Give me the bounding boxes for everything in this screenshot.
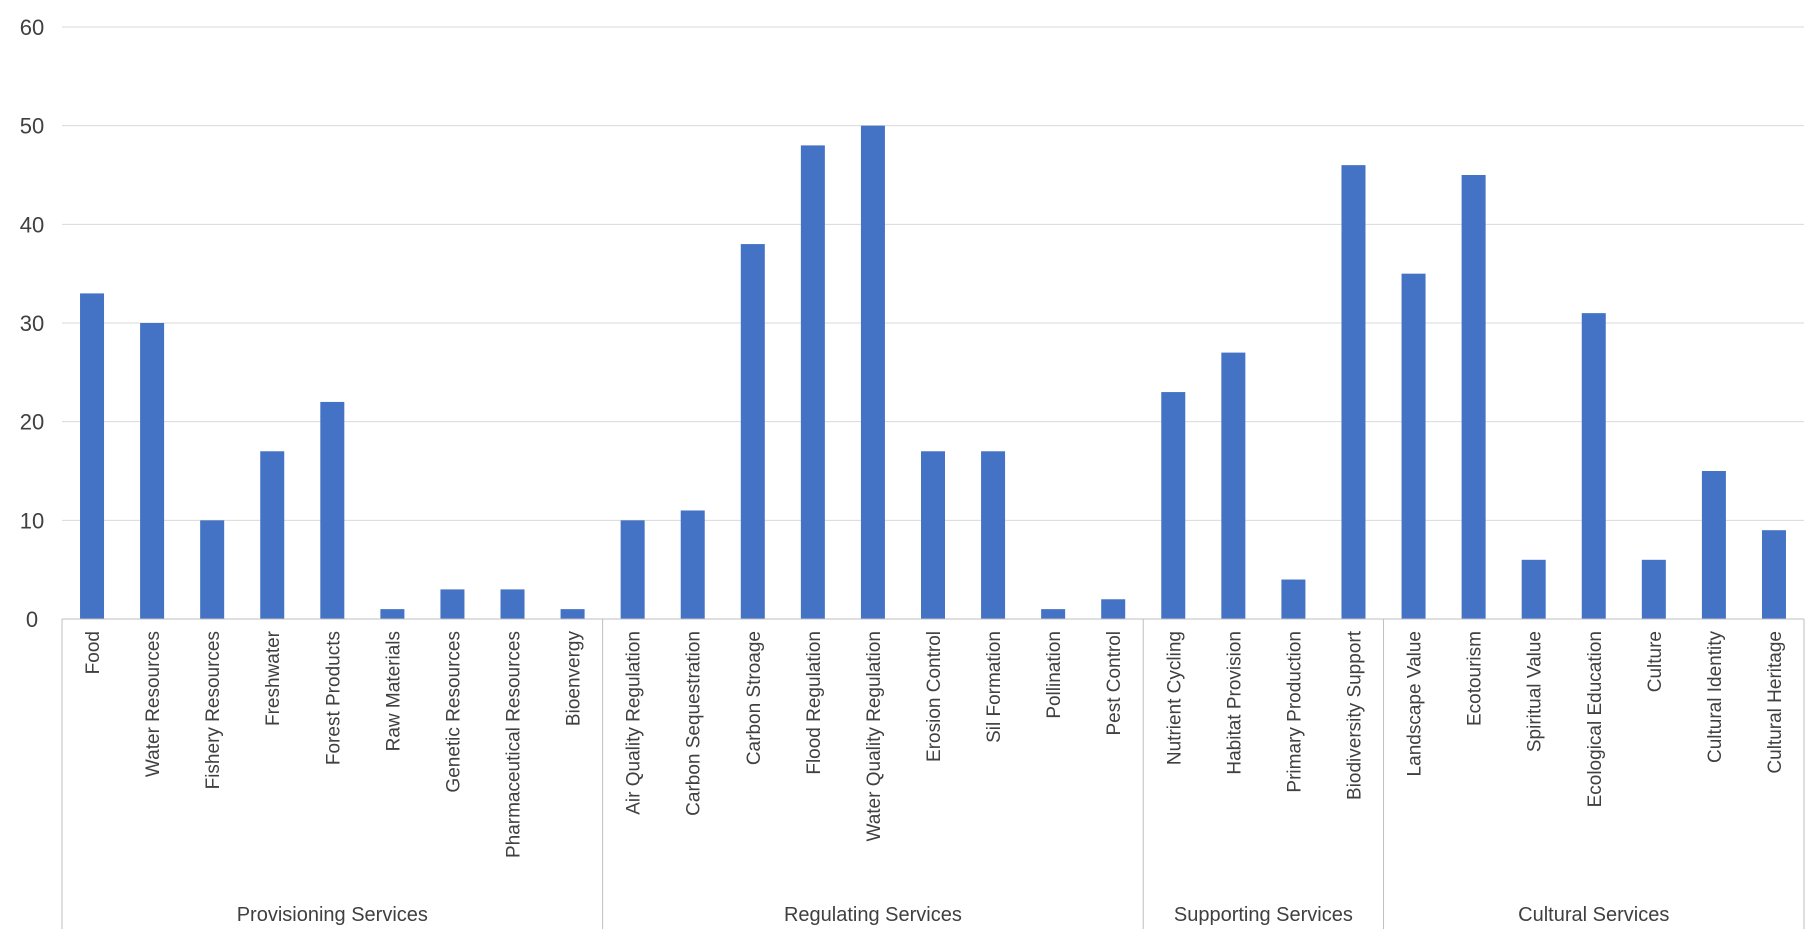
bar: [380, 609, 405, 619]
bar: [1761, 530, 1786, 619]
category-label: Nutrient Cycling: [1164, 631, 1185, 765]
bar: [1221, 352, 1246, 619]
bar: [680, 510, 705, 619]
bar: [140, 323, 165, 619]
category-label: Fishery Resources: [203, 631, 224, 789]
bar: [1521, 559, 1546, 619]
bar: [80, 293, 105, 619]
bar: [500, 589, 525, 619]
category-label: Forest Products: [323, 631, 344, 765]
bar: [740, 244, 765, 620]
bar: [1461, 175, 1486, 619]
bar: [981, 451, 1006, 619]
category-label: Water Resources: [143, 631, 164, 777]
category-label: Cultural Heritage: [1765, 631, 1786, 774]
bar: [1641, 559, 1666, 619]
category-label: Carbon Stroage: [744, 631, 765, 765]
bar: [1401, 273, 1426, 619]
bar: [1101, 599, 1126, 619]
bar: [260, 451, 285, 619]
y-tick-label: 10: [20, 508, 44, 533]
bars: [80, 125, 1786, 620]
category-label: Erosion Control: [924, 631, 945, 762]
axis: [61, 618, 1805, 929]
category-label: Culture: [1645, 631, 1666, 692]
category-label: Freshwater: [263, 630, 284, 726]
bar: [800, 145, 825, 619]
bar: [560, 609, 585, 619]
category-label: Biodiversity Support: [1344, 630, 1365, 800]
y-tick-label: 30: [20, 311, 44, 336]
category-label: Water Quality Regulation: [864, 631, 885, 842]
category-label: Pollination: [1044, 631, 1065, 719]
bar: [1161, 392, 1186, 619]
category-label: Carbon Sequestration: [684, 631, 705, 816]
category-label: Pharmaceutical Resources: [504, 631, 525, 858]
category-label: Bioenvergy: [564, 631, 585, 727]
category-label: Habitat Provision: [1224, 631, 1245, 775]
bar: [200, 520, 225, 619]
y-tick-label: 0: [26, 607, 38, 632]
category-label: Spiritual Value: [1525, 631, 1546, 752]
category-label: Ecotourism: [1465, 631, 1486, 726]
category-label: Ecological Education: [1585, 631, 1606, 807]
category-label: Food: [83, 631, 104, 674]
gridlines: [62, 26, 1804, 521]
group-label: Supporting Services: [1174, 904, 1353, 926]
category-label: Primary Production: [1284, 631, 1305, 793]
bar: [320, 401, 345, 619]
y-tick-label: 20: [20, 410, 44, 435]
bar: [440, 589, 465, 619]
bar: [1041, 609, 1066, 619]
category-label: Sil Formation: [984, 631, 1005, 743]
bar: [620, 520, 645, 619]
bar: [1341, 165, 1366, 619]
bar: [1581, 313, 1606, 619]
category-label: Air Quality Regulation: [624, 631, 645, 815]
y-tick-labels: 0 10 20 30 40 50 60: [20, 15, 44, 632]
bar: [860, 125, 885, 620]
category-label: Cultural Identity: [1705, 631, 1726, 764]
category-label: Landscape Value: [1405, 631, 1426, 776]
category-labels: Food Water Resources Fishery Resources Fres…: [83, 630, 1786, 858]
category-label: Pest Control: [1104, 631, 1125, 736]
category-label: Raw Materials: [383, 631, 404, 751]
category-label: Genetic Resources: [443, 631, 464, 793]
y-tick-label: 50: [20, 114, 44, 139]
group-label: Cultural Services: [1518, 904, 1669, 926]
group-label: Regulating Services: [784, 904, 962, 926]
bar: [921, 451, 945, 619]
bar: [1701, 471, 1726, 619]
y-tick-label: 40: [20, 212, 44, 237]
group-labels: Provisioning Services Regulating Services…: [237, 904, 1670, 926]
bar: [1281, 579, 1306, 619]
y-tick-label: 60: [20, 15, 44, 40]
group-label: Provisioning Services: [237, 904, 428, 926]
category-label: Flood Regulation: [804, 631, 825, 775]
